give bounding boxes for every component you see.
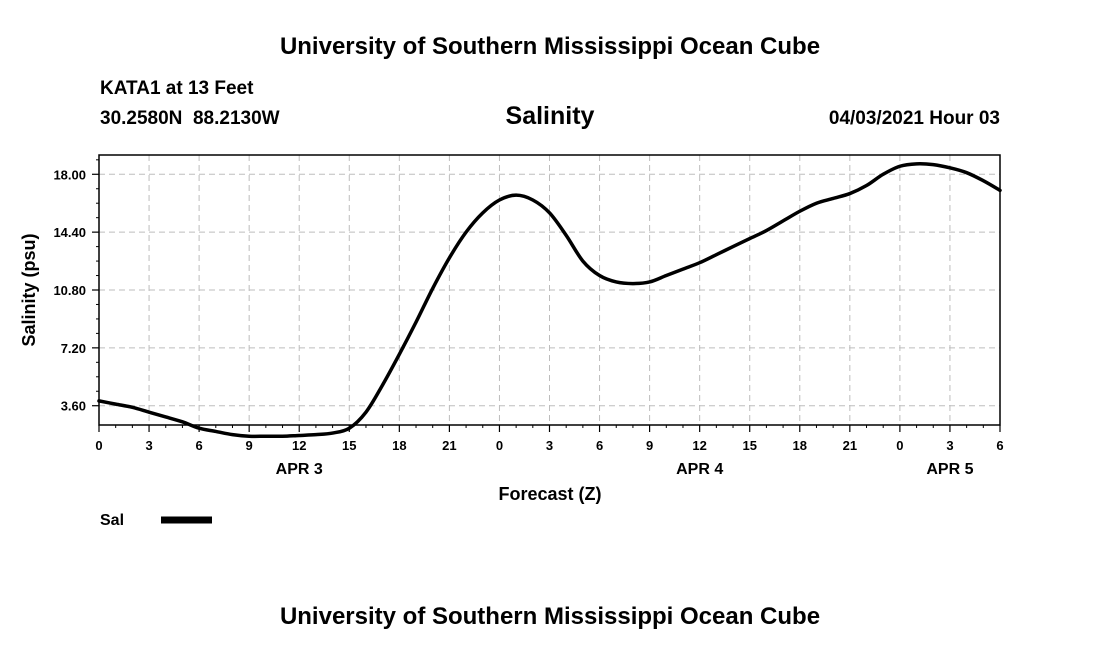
- x-tick-label: 3: [546, 438, 553, 453]
- date-label: APR 3: [276, 461, 323, 478]
- coordinates-label: 30.2580N 88.2130W: [100, 108, 280, 129]
- x-tick-label: 3: [946, 438, 953, 453]
- legend-label: Sal: [100, 512, 124, 529]
- x-tick-label: 9: [246, 438, 253, 453]
- x-tick-label: 6: [996, 438, 1003, 453]
- x-tick-label: 0: [496, 438, 503, 453]
- x-tick-label: 0: [896, 438, 903, 453]
- legend: Sal: [100, 512, 212, 529]
- x-tick-label: 0: [95, 438, 102, 453]
- date-label: APR 5: [926, 461, 973, 478]
- x-tick-label: 3: [145, 438, 152, 453]
- variable-title: Salinity: [506, 102, 595, 130]
- x-axis-label: Forecast (Z): [498, 484, 601, 504]
- grid-lines: [99, 155, 1000, 425]
- x-tick-label: 21: [843, 438, 857, 453]
- y-tick-label: 3.60: [61, 399, 86, 414]
- footer-title: University of Southern Mississippi Ocean…: [280, 603, 820, 630]
- y-axis-label: Salinity (psu): [19, 233, 39, 346]
- x-tick-label: 12: [692, 438, 706, 453]
- x-tick-label: 12: [292, 438, 306, 453]
- chart-title: University of Southern Mississippi Ocean…: [280, 33, 820, 60]
- y-tick-label: 18.00: [53, 167, 86, 182]
- x-tick-label: 9: [646, 438, 653, 453]
- x-tick-label: 15: [342, 438, 356, 453]
- x-tick-label: 6: [596, 438, 603, 453]
- axis-ticks: [92, 159, 1001, 432]
- station-label: KATA1 at 13 Feet: [100, 78, 254, 99]
- y-tick-label: 7.20: [61, 341, 86, 356]
- x-tick-label: 18: [793, 438, 807, 453]
- series-line-sal: [97, 162, 1002, 439]
- x-tick-label: 21: [442, 438, 456, 453]
- x-tick-label: 15: [742, 438, 756, 453]
- axis-tick-labels: 0 3 6 9 12 15 18 21 0 3 6 9 12 15 18 21 0 3 6 APR 3 APR 4 APR…: [53, 167, 1003, 478]
- date-label: APR 4: [676, 461, 723, 478]
- series-layer: [97, 162, 1002, 439]
- datetime-label: 04/03/2021 Hour 03: [829, 108, 1000, 129]
- y-tick-label: 10.80: [53, 283, 86, 298]
- y-tick-label: 14.40: [53, 225, 86, 240]
- x-tick-label: 18: [392, 438, 406, 453]
- x-tick-label: 6: [195, 438, 202, 453]
